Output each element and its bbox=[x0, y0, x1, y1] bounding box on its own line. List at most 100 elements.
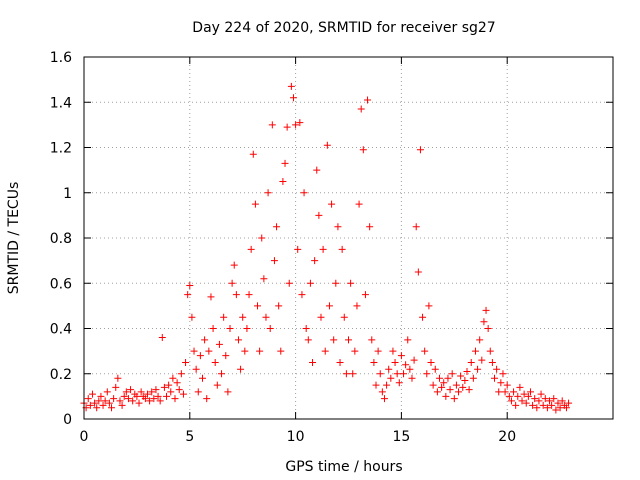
data-point bbox=[328, 200, 336, 208]
data-point bbox=[270, 257, 278, 265]
data-point bbox=[416, 146, 424, 154]
data-point bbox=[171, 395, 179, 403]
data-point bbox=[122, 388, 130, 396]
data-point bbox=[177, 370, 185, 378]
data-point bbox=[330, 336, 338, 344]
data-point bbox=[565, 399, 573, 407]
data-point bbox=[306, 279, 314, 287]
data-point bbox=[97, 392, 105, 400]
data-point bbox=[395, 379, 403, 387]
data-point bbox=[410, 356, 418, 364]
data-point bbox=[264, 189, 272, 197]
x-tick-label: 0 bbox=[80, 429, 89, 445]
data-point bbox=[137, 388, 145, 396]
data-point bbox=[488, 358, 496, 366]
data-point bbox=[228, 279, 236, 287]
data-point bbox=[317, 313, 325, 321]
data-point bbox=[368, 336, 376, 344]
data-point bbox=[296, 119, 304, 127]
data-point bbox=[275, 302, 283, 310]
data-point bbox=[205, 347, 213, 355]
data-point bbox=[196, 352, 204, 360]
data-point bbox=[421, 347, 429, 355]
data-point bbox=[535, 397, 543, 405]
data-point bbox=[298, 291, 306, 299]
data-point bbox=[226, 325, 234, 332]
data-point bbox=[294, 245, 302, 253]
data-point bbox=[366, 223, 374, 231]
data-point bbox=[313, 166, 321, 174]
chart-title: Day 224 of 2020, SRMTID for receiver sg2… bbox=[192, 20, 495, 36]
data-point bbox=[372, 381, 380, 389]
x-tick-label: 15 bbox=[392, 429, 410, 445]
data-point bbox=[412, 223, 420, 231]
data-point bbox=[232, 291, 240, 299]
grid-lines bbox=[84, 57, 613, 419]
data-point bbox=[237, 365, 245, 373]
data-point bbox=[461, 377, 469, 385]
data-point bbox=[548, 401, 556, 409]
data-point bbox=[154, 392, 162, 400]
data-point bbox=[435, 374, 443, 382]
x-axis-label: GPS time / hours bbox=[285, 459, 402, 475]
data-point bbox=[135, 399, 143, 407]
data-point bbox=[497, 379, 505, 387]
data-point bbox=[169, 374, 177, 382]
data-point bbox=[218, 370, 226, 378]
data-point bbox=[292, 121, 300, 129]
data-point bbox=[467, 358, 475, 366]
data-point bbox=[254, 302, 262, 310]
data-point bbox=[370, 358, 378, 366]
x-tick-label: 10 bbox=[287, 429, 305, 445]
data-point bbox=[93, 404, 101, 412]
data-point bbox=[281, 159, 289, 167]
data-point bbox=[158, 334, 166, 342]
data-point bbox=[120, 392, 128, 400]
data-point bbox=[116, 397, 124, 405]
data-point bbox=[110, 395, 118, 403]
data-point bbox=[533, 404, 541, 412]
y-tick-label: 0.6 bbox=[50, 276, 72, 292]
data-point bbox=[277, 347, 285, 355]
data-point bbox=[249, 150, 257, 158]
data-point bbox=[201, 336, 209, 344]
y-tick-label: 0 bbox=[63, 412, 72, 428]
data-point bbox=[192, 365, 200, 373]
data-point bbox=[550, 395, 558, 403]
data-point bbox=[503, 381, 511, 389]
data-point bbox=[163, 392, 171, 400]
data-point bbox=[268, 121, 276, 129]
data-point bbox=[146, 397, 154, 405]
data-point bbox=[211, 358, 219, 366]
data-point bbox=[114, 374, 122, 382]
data-point bbox=[380, 395, 388, 403]
data-point bbox=[556, 404, 564, 412]
data-point bbox=[129, 397, 137, 405]
data-point bbox=[84, 395, 92, 403]
data-point bbox=[112, 383, 120, 391]
data-point bbox=[287, 82, 295, 90]
y-tick-label: 1.4 bbox=[50, 95, 72, 111]
data-point bbox=[315, 211, 323, 219]
data-point bbox=[304, 336, 312, 344]
data-point bbox=[289, 94, 297, 102]
data-point bbox=[243, 325, 251, 332]
y-tick-label: 0.8 bbox=[50, 231, 72, 247]
y-tick-label: 1.2 bbox=[50, 141, 72, 157]
data-point bbox=[546, 397, 554, 405]
data-point bbox=[351, 347, 359, 355]
data-point bbox=[222, 352, 230, 360]
data-point bbox=[478, 356, 486, 364]
data-point bbox=[323, 141, 331, 149]
data-point bbox=[423, 370, 431, 378]
data-point bbox=[510, 388, 518, 396]
data-point bbox=[334, 223, 342, 231]
data-point bbox=[558, 397, 566, 405]
data-point bbox=[512, 401, 520, 409]
data-point bbox=[391, 358, 399, 366]
data-point bbox=[141, 395, 149, 403]
y-tick-label: 1 bbox=[63, 186, 72, 202]
data-point bbox=[103, 388, 111, 396]
data-point bbox=[455, 388, 463, 396]
data-point bbox=[531, 395, 539, 403]
